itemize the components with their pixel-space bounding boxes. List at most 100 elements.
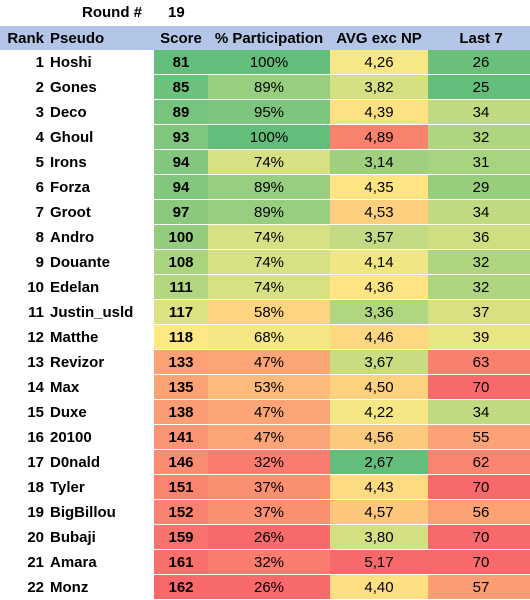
avg-cell[interactable]: 2,67 (330, 449, 428, 475)
rank-cell[interactable]: 9 (0, 249, 48, 275)
participation-cell[interactable]: 74% (208, 224, 330, 250)
last7-cell[interactable]: 70 (428, 474, 530, 500)
last7-cell[interactable]: 31 (428, 149, 530, 175)
participation-cell[interactable]: 47% (208, 399, 330, 425)
rank-cell[interactable]: 14 (0, 374, 48, 400)
last7-cell[interactable]: 32 (428, 249, 530, 275)
score-cell[interactable]: 94 (154, 149, 208, 175)
participation-cell[interactable]: 100% (208, 50, 330, 75)
participation-cell[interactable]: 37% (208, 474, 330, 500)
last7-cell[interactable]: 34 (428, 199, 530, 225)
score-cell[interactable]: 81 (154, 50, 208, 75)
score-cell[interactable]: 161 (154, 549, 208, 575)
avg-cell[interactable]: 4,39 (330, 99, 428, 125)
avg-cell[interactable]: 5,17 (330, 549, 428, 575)
pseudo-cell[interactable]: Ghoul (48, 124, 154, 150)
last7-cell[interactable]: 36 (428, 224, 530, 250)
participation-cell[interactable]: 68% (208, 324, 330, 350)
avg-header[interactable]: AVG exc NP (330, 26, 428, 50)
score-cell[interactable]: 151 (154, 474, 208, 500)
participation-cell[interactable]: 74% (208, 274, 330, 300)
last7-cell[interactable]: 32 (428, 124, 530, 150)
avg-cell[interactable]: 4,53 (330, 199, 428, 225)
score-cell[interactable]: 135 (154, 374, 208, 400)
avg-cell[interactable]: 4,22 (330, 399, 428, 425)
pseudo-cell[interactable]: Gones (48, 74, 154, 100)
pseudo-cell[interactable]: Justin_usld (48, 299, 154, 325)
avg-cell[interactable]: 4,14 (330, 249, 428, 275)
avg-cell[interactable]: 4,46 (330, 324, 428, 350)
pseudo-cell[interactable]: Tyler (48, 474, 154, 500)
last7-cell[interactable]: 57 (428, 574, 530, 600)
last7-header[interactable]: Last 7 (428, 26, 530, 50)
pseudo-cell[interactable]: Andro (48, 224, 154, 250)
rank-cell[interactable]: 12 (0, 324, 48, 350)
participation-cell[interactable]: 74% (208, 149, 330, 175)
rank-cell[interactable]: 18 (0, 474, 48, 500)
rank-cell[interactable]: 5 (0, 149, 48, 175)
rank-header[interactable]: Rank (0, 26, 48, 50)
score-cell[interactable]: 141 (154, 424, 208, 450)
rank-cell[interactable]: 8 (0, 224, 48, 250)
participation-cell[interactable]: 89% (208, 199, 330, 225)
score-cell[interactable]: 117 (154, 299, 208, 325)
avg-cell[interactable]: 4,89 (330, 124, 428, 150)
last7-cell[interactable]: 39 (428, 324, 530, 350)
rank-cell[interactable]: 15 (0, 399, 48, 425)
pseudo-cell[interactable]: D0nald (48, 449, 154, 475)
rank-cell[interactable]: 16 (0, 424, 48, 450)
last7-cell[interactable]: 62 (428, 449, 530, 475)
participation-cell[interactable]: 100% (208, 124, 330, 150)
participation-cell[interactable]: 47% (208, 424, 330, 450)
participation-cell[interactable]: 26% (208, 574, 330, 600)
participation-cell[interactable]: 32% (208, 549, 330, 575)
score-cell[interactable]: 97 (154, 199, 208, 225)
pseudo-cell[interactable]: Monz (48, 574, 154, 600)
score-cell[interactable]: 93 (154, 124, 208, 150)
participation-cell[interactable]: 89% (208, 174, 330, 200)
participation-cell[interactable]: 58% (208, 299, 330, 325)
rank-cell[interactable]: 7 (0, 199, 48, 225)
score-cell[interactable]: 152 (154, 499, 208, 525)
pseudo-cell[interactable]: Groot (48, 199, 154, 225)
score-cell[interactable]: 89 (154, 99, 208, 125)
rank-cell[interactable]: 22 (0, 574, 48, 600)
avg-cell[interactable]: 3,82 (330, 74, 428, 100)
pseudo-cell[interactable]: Douante (48, 249, 154, 275)
avg-cell[interactable]: 4,40 (330, 574, 428, 600)
last7-cell[interactable]: 56 (428, 499, 530, 525)
score-cell[interactable]: 108 (154, 249, 208, 275)
score-cell[interactable]: 85 (154, 74, 208, 100)
score-cell[interactable]: 146 (154, 449, 208, 475)
pseudo-cell[interactable]: Amara (48, 549, 154, 575)
rank-cell[interactable]: 1 (0, 50, 48, 75)
pseudo-cell[interactable]: Duxe (48, 399, 154, 425)
participation-cell[interactable]: 95% (208, 99, 330, 125)
rank-cell[interactable]: 17 (0, 449, 48, 475)
rank-cell[interactable]: 19 (0, 499, 48, 525)
pseudo-cell[interactable]: Deco (48, 99, 154, 125)
avg-cell[interactable]: 4,57 (330, 499, 428, 525)
avg-cell[interactable]: 3,14 (330, 149, 428, 175)
pseudo-cell[interactable]: Edelan (48, 274, 154, 300)
avg-cell[interactable]: 3,67 (330, 349, 428, 375)
avg-cell[interactable]: 4,50 (330, 374, 428, 400)
last7-cell[interactable]: 25 (428, 74, 530, 100)
participation-cell[interactable]: 32% (208, 449, 330, 475)
last7-cell[interactable]: 63 (428, 349, 530, 375)
pseudo-cell[interactable]: Forza (48, 174, 154, 200)
last7-cell[interactable]: 70 (428, 374, 530, 400)
last7-cell[interactable]: 34 (428, 99, 530, 125)
last7-cell[interactable]: 34 (428, 399, 530, 425)
avg-cell[interactable]: 4,35 (330, 174, 428, 200)
rank-cell[interactable]: 10 (0, 274, 48, 300)
avg-cell[interactable]: 3,36 (330, 299, 428, 325)
last7-cell[interactable]: 55 (428, 424, 530, 450)
avg-cell[interactable]: 4,36 (330, 274, 428, 300)
score-cell[interactable]: 94 (154, 174, 208, 200)
pseudo-cell[interactable]: 20100 (48, 424, 154, 450)
rank-cell[interactable]: 6 (0, 174, 48, 200)
participation-cell[interactable]: 53% (208, 374, 330, 400)
last7-cell[interactable]: 32 (428, 274, 530, 300)
pseudo-cell[interactable]: Hoshi (48, 50, 154, 75)
